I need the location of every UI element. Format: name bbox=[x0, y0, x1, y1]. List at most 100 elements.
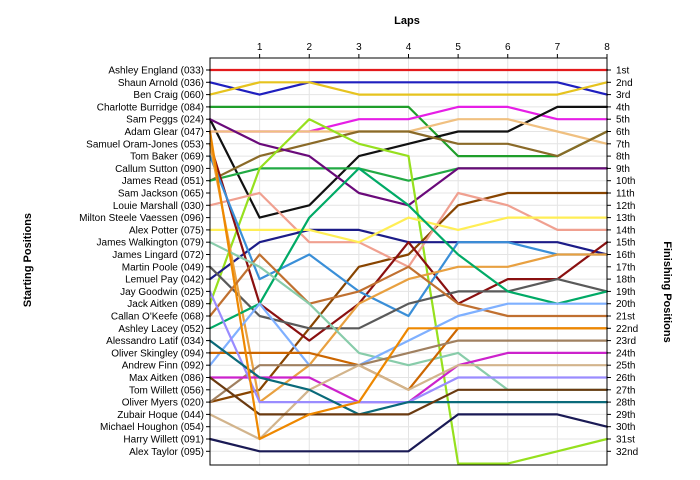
driver-label: Ben Craig (060) bbox=[133, 90, 204, 101]
driver-label: Jack Aitken (089) bbox=[127, 299, 204, 310]
driver-labels: Ashley England (033)Shaun Arnold (036)Be… bbox=[79, 66, 204, 458]
driver-label: Ashley England (033) bbox=[108, 66, 204, 77]
driver-label: Sam Jackson (065) bbox=[118, 189, 204, 200]
driver-label: Tom Baker (069) bbox=[130, 152, 204, 163]
series-line-21 bbox=[208, 253, 609, 318]
series-line-31 bbox=[208, 130, 609, 441]
driver-label: Adam Glear (047) bbox=[125, 127, 204, 138]
driver-label: Samuel Oram-Jones (053) bbox=[86, 139, 204, 150]
driver-label: Michael Houghon (054) bbox=[100, 422, 204, 433]
finish-label: 13th bbox=[616, 213, 635, 224]
finish-label: 15th bbox=[616, 238, 635, 249]
series-line-29 bbox=[208, 339, 609, 416]
finish-label: 9th bbox=[616, 164, 630, 175]
driver-label: Callum Sutton (090) bbox=[115, 164, 204, 175]
finish-label: 12th bbox=[616, 201, 635, 212]
driver-label: Harry Willett (091) bbox=[123, 435, 204, 446]
driver-label: Oliver Skingley (094) bbox=[111, 348, 204, 359]
finish-label: 32nd bbox=[616, 447, 638, 458]
driver-label: Milton Steele Vaessen (096) bbox=[79, 213, 204, 224]
finish-label: 22nd bbox=[616, 324, 638, 335]
finish-label: 3rd bbox=[616, 90, 630, 101]
x-tick-label: 8 bbox=[604, 42, 610, 53]
driver-label: Sam Peggs (024) bbox=[126, 115, 204, 126]
series-line-11 bbox=[208, 118, 609, 465]
x-tick-label: 6 bbox=[505, 42, 511, 53]
x-tick-label: 7 bbox=[555, 42, 561, 53]
finish-label: 16th bbox=[616, 250, 635, 261]
driver-label: Louie Marshall (030) bbox=[113, 201, 204, 212]
finish-label: 24th bbox=[616, 348, 635, 359]
finish-label: 10th bbox=[616, 176, 635, 187]
series-line-15 bbox=[208, 216, 609, 244]
x-tick-label: 2 bbox=[306, 42, 312, 53]
driver-label: Alex Taylor (095) bbox=[129, 447, 204, 458]
driver-label: Lemuel Pay (042) bbox=[125, 275, 204, 286]
finish-labels: 1st2nd3rd4th5th6th7th8th9th10th11th12th1… bbox=[616, 66, 638, 458]
driver-label: Andrew Finn (092) bbox=[122, 361, 204, 372]
driver-label: Tom Willett (056) bbox=[129, 385, 204, 396]
series-line-2 bbox=[208, 81, 609, 96]
finish-label: 31st bbox=[616, 435, 635, 446]
series-line-25 bbox=[208, 339, 609, 404]
finish-label: 29th bbox=[616, 410, 635, 421]
chart-title: Laps bbox=[394, 15, 420, 27]
series-line-4 bbox=[208, 105, 609, 158]
finish-label: 28th bbox=[616, 398, 635, 409]
finish-label: 6th bbox=[616, 127, 630, 138]
x-tick-label: 3 bbox=[356, 42, 362, 53]
finish-label: 14th bbox=[616, 225, 635, 236]
finish-label: 18th bbox=[616, 275, 635, 286]
series-line-3 bbox=[208, 81, 609, 96]
right-axis-title: Finishing Positions bbox=[661, 241, 673, 342]
finish-label: 26th bbox=[616, 373, 635, 384]
finish-label: 2nd bbox=[616, 78, 633, 89]
driver-label: Shaun Arnold (036) bbox=[118, 78, 204, 89]
finish-label: 21st bbox=[616, 312, 635, 323]
left-axis-title: Starting Positions bbox=[22, 213, 34, 307]
x-tick-labels: 1 2 3 4 5 6 7 8 bbox=[257, 42, 610, 53]
driver-label: Ashley Lacey (052) bbox=[118, 324, 204, 335]
driver-label: Alessandro Latif (034) bbox=[106, 336, 204, 347]
series-line-12 bbox=[208, 191, 609, 404]
series-line-19 bbox=[208, 142, 609, 404]
driver-label: Oliver Myers (020) bbox=[122, 398, 204, 409]
finish-label: 23rd bbox=[616, 336, 636, 347]
finish-label: 20th bbox=[616, 299, 635, 310]
driver-label: Martin Poole (049) bbox=[122, 262, 204, 273]
x-tick-label: 5 bbox=[455, 42, 461, 53]
series-line-23 bbox=[208, 302, 609, 367]
series-line-30 bbox=[208, 376, 609, 416]
driver-label: James Walkington (079) bbox=[97, 238, 204, 249]
x-tick-label: 1 bbox=[257, 42, 263, 53]
series-line-27 bbox=[208, 364, 609, 441]
finish-label: 1st bbox=[616, 66, 630, 77]
finish-label: 27th bbox=[616, 385, 635, 396]
finish-label: 17th bbox=[616, 262, 635, 273]
finish-label: 5th bbox=[616, 115, 630, 126]
finish-label: 25th bbox=[616, 361, 635, 372]
driver-label: Alex Potter (075) bbox=[129, 225, 204, 236]
finish-label: 11th bbox=[616, 189, 635, 200]
series-line-16 bbox=[208, 142, 609, 342]
finish-label: 4th bbox=[616, 102, 630, 113]
finish-label: 30th bbox=[616, 422, 635, 433]
driver-label: Max Aitken (086) bbox=[129, 373, 204, 384]
axes bbox=[206, 54, 611, 466]
finish-label: 19th bbox=[616, 287, 635, 298]
driver-label: James Read (051) bbox=[122, 176, 204, 187]
series-line-18 bbox=[208, 265, 609, 330]
series-lines bbox=[208, 68, 609, 465]
series-line-32 bbox=[208, 413, 609, 453]
series-line-6 bbox=[208, 105, 609, 219]
driver-label: Charlotte Burridge (084) bbox=[97, 102, 204, 113]
driver-label: Jay Goodwin (025) bbox=[120, 287, 204, 298]
series-line-20 bbox=[208, 167, 609, 330]
x-tick-label: 4 bbox=[406, 42, 412, 53]
finish-label: 8th bbox=[616, 152, 630, 163]
driver-label: Callan O'Keefe (068) bbox=[111, 312, 204, 323]
driver-label: Zubair Hoque (044) bbox=[117, 410, 204, 421]
driver-label: James Lingard (072) bbox=[112, 250, 204, 261]
finish-label: 7th bbox=[616, 139, 630, 150]
